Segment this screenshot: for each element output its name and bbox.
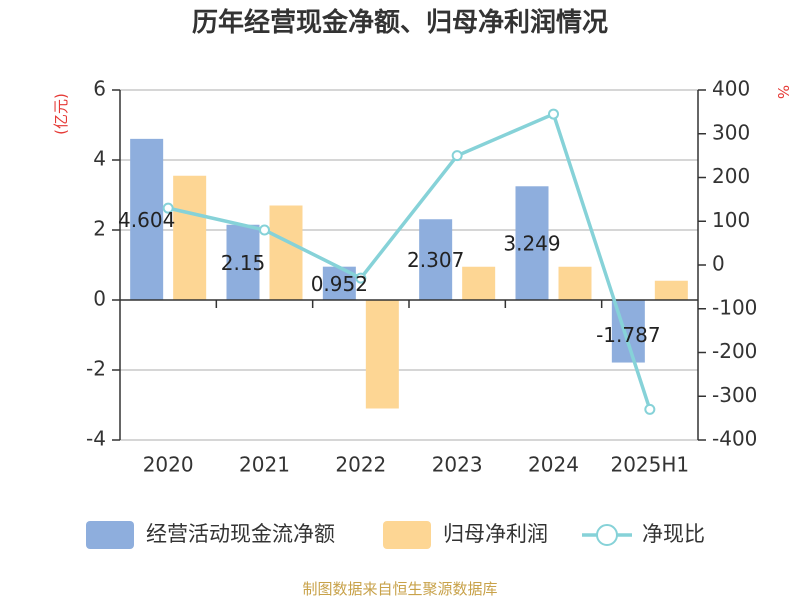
legend: 经营活动现金流净额 归母净利润 净现比 xyxy=(86,521,705,549)
bar-netprofit xyxy=(173,175,207,300)
right-tick-label: -400 xyxy=(712,427,757,451)
right-tick-label: 400 xyxy=(712,77,750,101)
data-label: -1.787 xyxy=(596,323,660,347)
left-axis-unit: (亿元) xyxy=(52,93,70,135)
left-tick-label: 0 xyxy=(93,287,106,311)
ratio-point xyxy=(644,403,656,415)
x-tick-label: 2024 xyxy=(528,453,579,477)
bar-netprofit xyxy=(365,300,399,409)
legend-label-netprofit: 归母净利润 xyxy=(443,522,548,546)
x-tick-label: 2020 xyxy=(143,453,194,477)
x-tick-label: 2023 xyxy=(432,453,483,477)
right-tick-label: 0 xyxy=(712,252,725,276)
data-label: 0.952 xyxy=(311,272,368,296)
right-tick-label: -300 xyxy=(712,383,757,407)
line-series xyxy=(162,108,656,415)
bar-cashflow xyxy=(130,138,164,300)
ratio-point xyxy=(162,202,174,214)
right-tick-label: -100 xyxy=(712,295,757,319)
right-tick-label: 100 xyxy=(712,208,750,232)
x-tick-label: 2025H1 xyxy=(610,453,689,477)
bar-cashflow xyxy=(515,186,549,300)
source-note: 制图数据来自恒生聚源数据库 xyxy=(302,580,497,598)
legend-swatch-ratio-marker xyxy=(596,524,618,546)
legend-swatch-cashflow xyxy=(86,521,134,549)
ratio-point xyxy=(451,150,463,162)
right-tick-label: 300 xyxy=(712,120,750,144)
axes xyxy=(112,89,706,441)
left-tick-label: -4 xyxy=(86,427,106,451)
left-tick-label: -2 xyxy=(86,357,106,381)
legend-label-cashflow: 经营活动现金流净额 xyxy=(146,522,335,546)
left-tick-label: 4 xyxy=(93,147,106,171)
data-label: 2.15 xyxy=(221,251,266,275)
gridlines xyxy=(120,89,698,441)
left-tick-label: 2 xyxy=(93,217,106,241)
ratio-point xyxy=(355,272,367,284)
right-tick-label: 200 xyxy=(712,164,750,188)
data-label: 3.249 xyxy=(503,232,560,256)
bar-netprofit xyxy=(558,266,592,300)
ratio-line xyxy=(167,111,652,410)
ratio-point xyxy=(548,108,559,120)
legend-swatch-netprofit xyxy=(383,521,431,549)
bar-netprofit xyxy=(462,266,496,300)
chart-title: 历年经营现金净额、归母净利润情况 xyxy=(192,7,608,38)
left-tick-label: 6 xyxy=(93,77,106,101)
bar-cashflow xyxy=(419,219,453,300)
tick-labels: 6 4 2 0 -2 -4 400 300 200 100 0 -100 -200 -300 -400 202… xyxy=(86,77,757,477)
ratio-point xyxy=(259,224,270,236)
right-axis-unit: % xyxy=(774,85,792,99)
legend-label-ratio: 净现比 xyxy=(642,522,705,546)
bar-series xyxy=(130,138,688,409)
right-tick-label: -200 xyxy=(712,339,757,363)
bar-netprofit xyxy=(654,280,688,300)
bar-netprofit xyxy=(269,205,303,300)
data-label: 2.307 xyxy=(407,248,464,272)
data-label: 4.604 xyxy=(118,208,175,232)
x-tick-label: 2022 xyxy=(335,453,386,477)
x-tick-label: 2021 xyxy=(239,453,290,477)
bar-cashflow xyxy=(226,224,260,300)
data-labels: 4.604 2.15 0.952 2.307 3.249 -1.787 xyxy=(118,208,661,347)
